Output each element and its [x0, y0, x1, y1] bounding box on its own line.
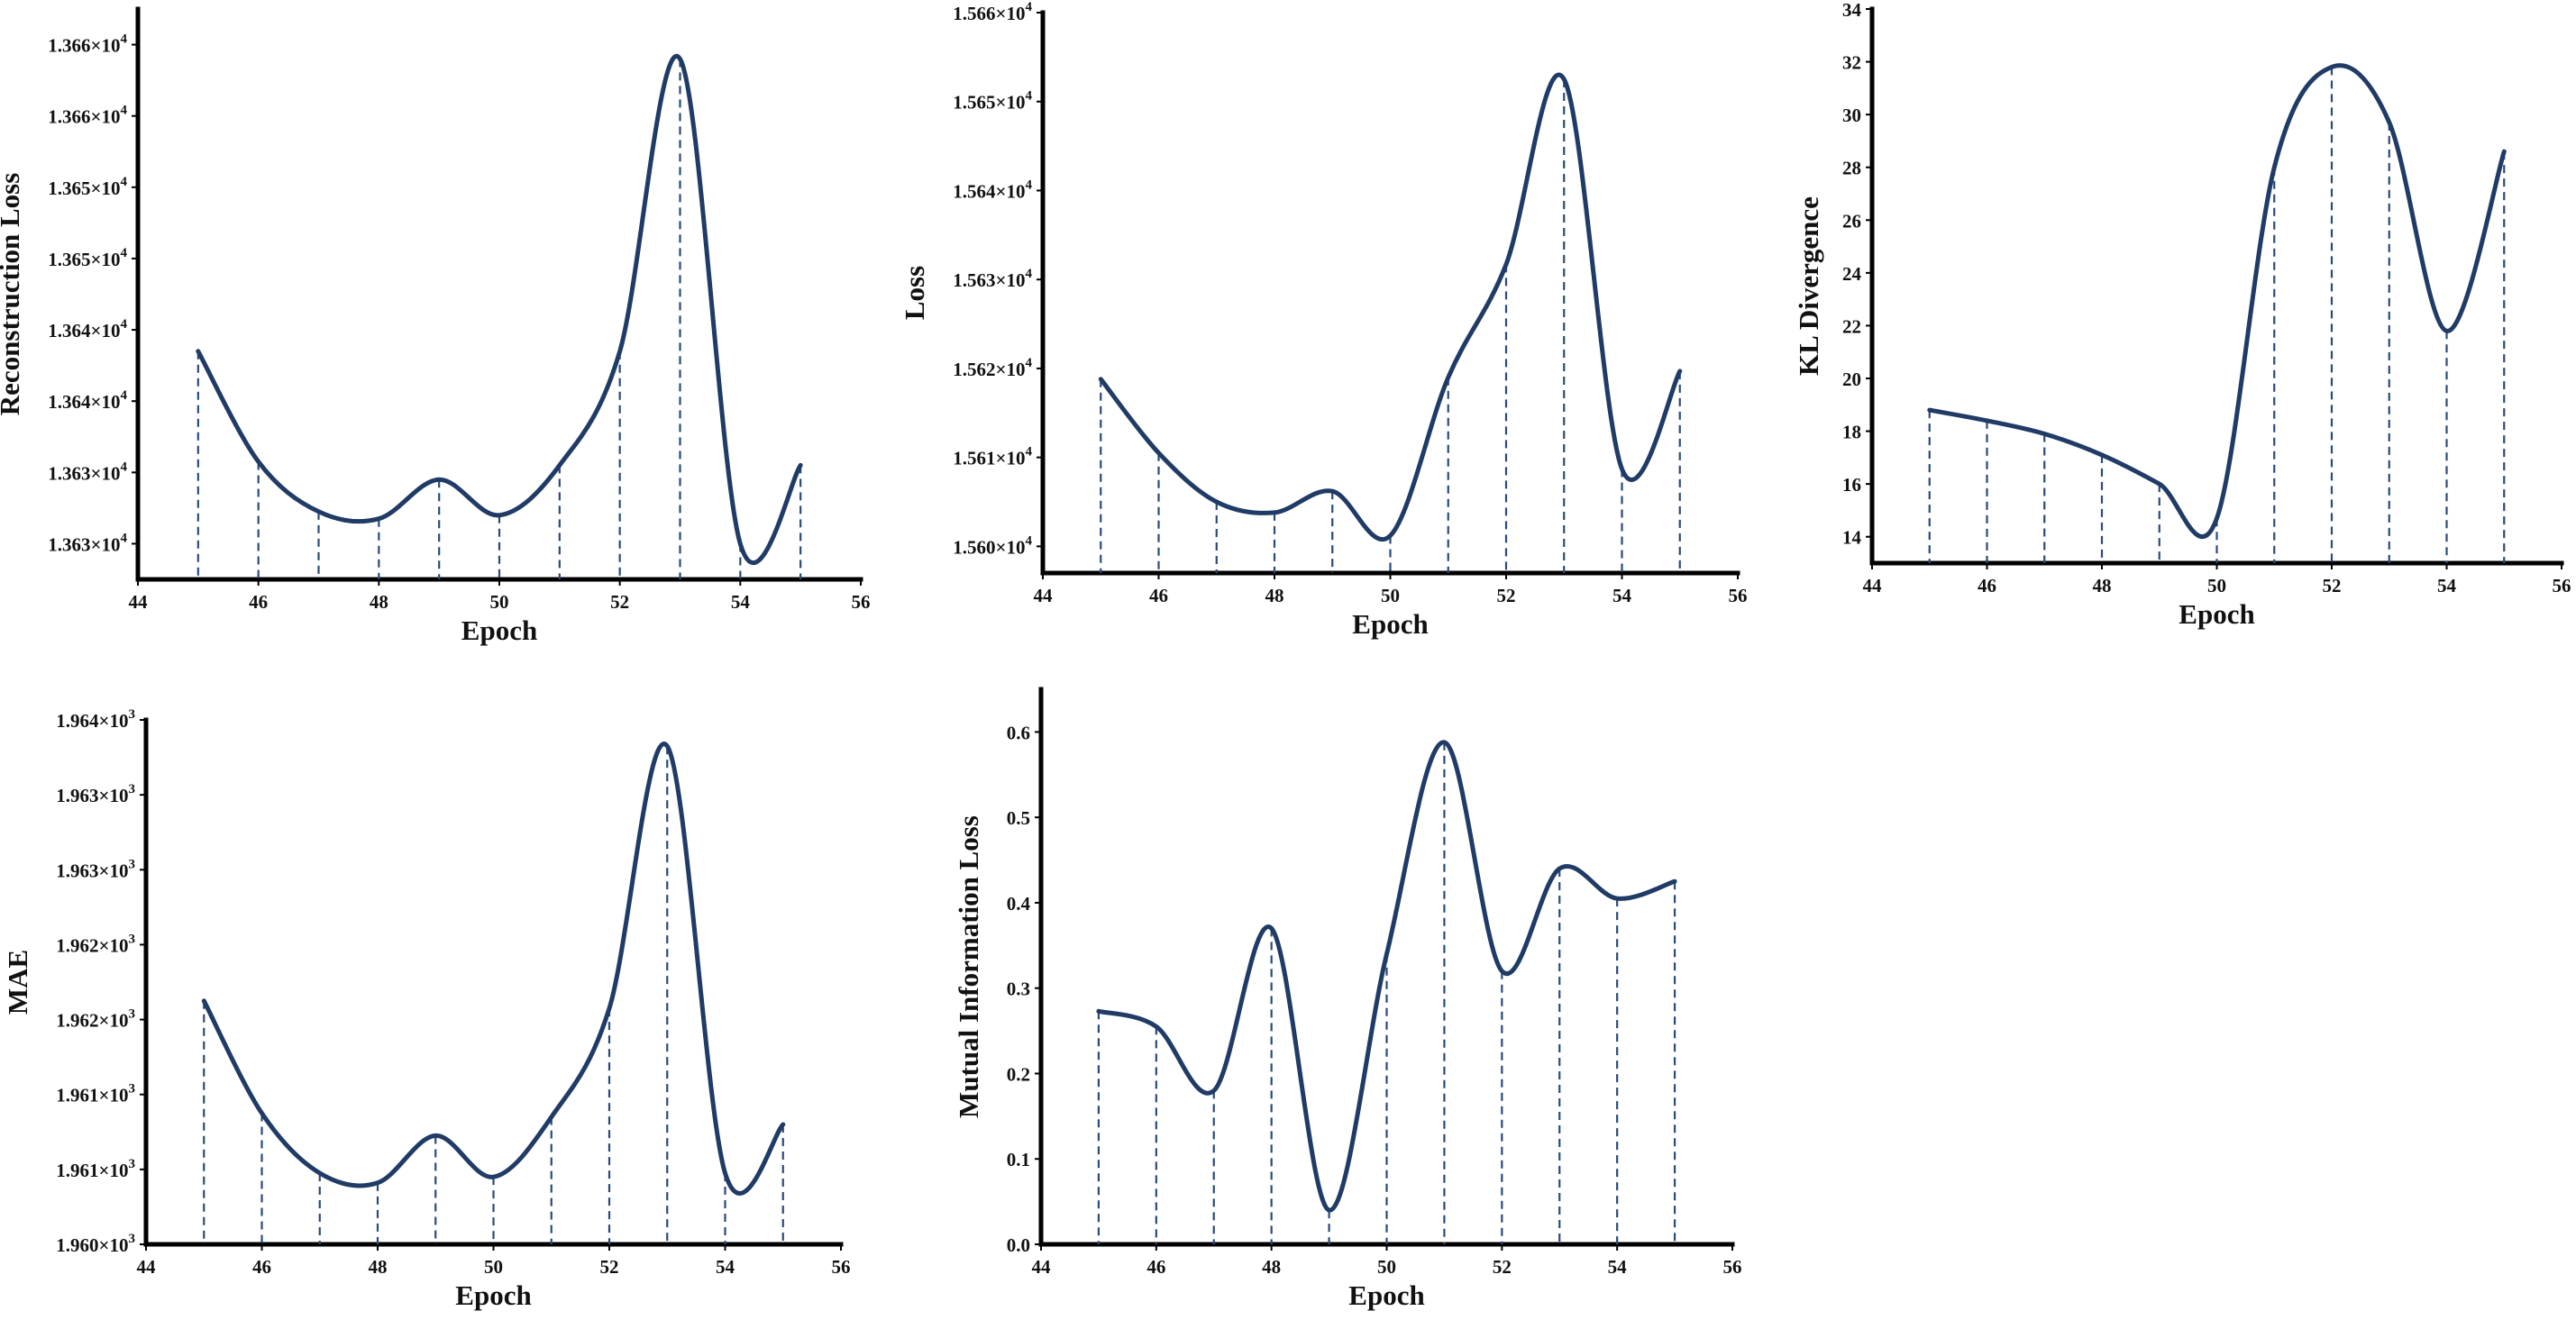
series-line: [1927, 63, 2507, 539]
y-tick-label: 1.961×103: [56, 1157, 135, 1181]
x-tick-label: 48: [1262, 1256, 1281, 1278]
x-tick-label: 44: [137, 1256, 157, 1278]
x-axis-title: Epoch: [1348, 1279, 1424, 1311]
series-line: [201, 742, 786, 1196]
x-tick-label: 52: [600, 1256, 619, 1278]
y-tick-label: 0.5: [1007, 807, 1030, 829]
y-tick-label: 1.560×104: [953, 533, 1032, 558]
x-tick-label: 54: [1608, 1256, 1628, 1278]
x-tick-label: 54: [2437, 575, 2457, 596]
y-tick-label: 1.961×103: [56, 1082, 135, 1106]
y-tick-label: 1.365×104: [48, 246, 127, 270]
x-tick-label: 50: [490, 591, 509, 613]
y-tick-label: 18: [1842, 422, 1861, 443]
y-tick-label: 1.363×104: [48, 531, 127, 555]
x-tick-label: 56: [832, 1256, 851, 1278]
x-tick-label: 50: [2207, 575, 2226, 596]
x-tick-label: 48: [2093, 575, 2112, 596]
y-tick-label: 0.2: [1007, 1063, 1030, 1085]
x-axis-title: Epoch: [1352, 608, 1428, 640]
x-tick-label: 56: [1723, 1256, 1742, 1278]
y-tick-label: 22: [1842, 315, 1861, 337]
x-tick-label: 46: [1146, 1256, 1165, 1278]
y-tick-label: 1.963×103: [56, 782, 135, 806]
x-tick-label: 56: [852, 591, 871, 613]
y-tick-label: 1.962×103: [56, 932, 135, 956]
y-tick-label: 1.364×104: [48, 388, 127, 413]
y-tick-label: 14: [1842, 527, 1862, 549]
series-line: [1096, 740, 1677, 1213]
y-tick-label: 1.566×104: [953, 0, 1032, 24]
y-tick-label: 1.564×104: [953, 178, 1032, 202]
series-line: [196, 53, 803, 566]
x-tick-label: 52: [2323, 575, 2342, 596]
y-tick-label: 0.3: [1007, 979, 1030, 1000]
y-axis-title: KL Divergence: [1793, 196, 1824, 376]
x-tick-label: 56: [1729, 585, 1748, 606]
y-tick-label: 34: [1842, 0, 1862, 21]
y-tick-label: 1.363×104: [48, 460, 127, 484]
y-tick-label: 1.365×104: [48, 175, 127, 199]
y-tick-label: 1.562×104: [953, 356, 1032, 380]
x-tick-label: 48: [1265, 585, 1284, 606]
y-tick-label: 16: [1842, 474, 1861, 496]
y-tick-label: 0.4: [1007, 893, 1031, 915]
y-tick-label: 0.6: [1007, 722, 1030, 743]
x-tick-label: 50: [1381, 585, 1400, 606]
x-tick-label: 44: [1863, 575, 1883, 596]
x-tick-label: 46: [1149, 585, 1168, 606]
x-tick-label: 44: [1034, 585, 1054, 606]
x-tick-label: 52: [1497, 585, 1516, 606]
x-tick-label: 44: [1032, 1256, 1052, 1278]
y-tick-label: 24: [1842, 263, 1862, 285]
x-tick-label: 46: [249, 591, 268, 613]
y-tick-label: 26: [1842, 210, 1861, 232]
y-tick-label: 28: [1842, 158, 1861, 179]
y-tick-label: 32: [1842, 52, 1861, 74]
y-axis-title: Reconstruction Loss: [0, 173, 25, 416]
x-tick-label: 44: [129, 591, 149, 613]
y-tick-label: 1.963×103: [56, 857, 135, 881]
x-tick-label: 52: [1493, 1256, 1512, 1278]
y-tick-label: 1.364×104: [48, 317, 127, 341]
x-axis-title: Epoch: [455, 1279, 531, 1311]
x-tick-label: 54: [1612, 585, 1632, 606]
y-tick-label: 0.0: [1007, 1234, 1030, 1256]
x-tick-label: 50: [484, 1256, 503, 1278]
y-tick-label: 1.962×103: [56, 1007, 135, 1032]
x-tick-label: 48: [370, 591, 388, 613]
y-tick-label: 1.563×104: [953, 267, 1032, 291]
y-tick-label: 30: [1842, 105, 1861, 126]
y-tick-label: 1.964×103: [56, 707, 135, 732]
y-axis-title: Loss: [899, 266, 930, 320]
x-tick-label: 54: [716, 1256, 735, 1278]
y-tick-label: 1.561×104: [953, 445, 1032, 469]
x-tick-label: 52: [610, 591, 629, 613]
x-tick-label: 54: [731, 591, 751, 613]
y-axis-title: Mutual Information Loss: [953, 815, 984, 1118]
x-tick-label: 46: [252, 1256, 271, 1278]
y-tick-label: 1.366×104: [48, 32, 127, 57]
x-tick-label: 56: [2553, 575, 2571, 596]
x-tick-label: 46: [1978, 575, 1996, 596]
y-tick-label: 1.366×104: [48, 104, 127, 128]
y-tick-label: 20: [1842, 369, 1861, 390]
y-tick-label: 1.565×104: [953, 89, 1032, 114]
x-tick-label: 48: [369, 1256, 388, 1278]
y-axis-title: MAE: [2, 950, 33, 1015]
y-tick-label: 1.960×103: [56, 1232, 135, 1256]
x-tick-label: 50: [1377, 1256, 1396, 1278]
y-tick-label: 0.1: [1007, 1149, 1030, 1170]
x-axis-title: Epoch: [2179, 598, 2254, 630]
series-line: [1098, 72, 1683, 542]
x-axis-title: Epoch: [461, 614, 537, 646]
